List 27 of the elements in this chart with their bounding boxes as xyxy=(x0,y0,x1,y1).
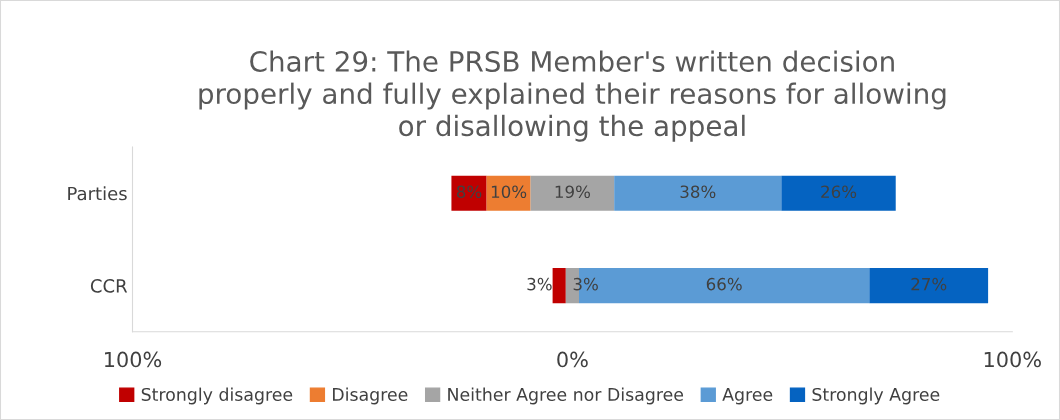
x-tick-label: 100% xyxy=(105,351,162,368)
bar xyxy=(530,175,615,211)
x-tick-label: 100% xyxy=(984,351,1041,368)
legend-label: Strongly Agree xyxy=(812,387,940,405)
bar xyxy=(552,268,566,304)
data-label: 3% xyxy=(573,277,598,291)
data-label: 19% xyxy=(555,185,590,199)
data-label: 8% xyxy=(456,185,482,199)
legend-label: Agree xyxy=(722,388,773,405)
bar xyxy=(614,175,782,211)
legend-label: Disagree xyxy=(333,387,408,405)
legend-label: Strongly disagree xyxy=(141,387,293,405)
data-label: 66% xyxy=(706,277,742,291)
data-label: 38% xyxy=(680,185,716,199)
x-tick-label: 0% xyxy=(557,351,588,368)
data-label: 3% xyxy=(527,277,552,291)
data-label: 26% xyxy=(821,185,857,199)
y-tick-label: Parties xyxy=(68,186,127,201)
bar xyxy=(451,175,487,211)
data-label: 10% xyxy=(491,185,527,199)
chart-title: Chart 29: The PRSB Member's written decision properly and fully explained their reasons for allowing or disallowing the appeal xyxy=(199,50,946,142)
bar xyxy=(869,268,989,304)
y-tick-label: CCR xyxy=(90,279,128,293)
legend-label: Neither Agree nor Disagree xyxy=(448,387,684,405)
bar xyxy=(781,175,896,211)
bar xyxy=(486,175,531,211)
data-label: 27% xyxy=(911,277,947,291)
